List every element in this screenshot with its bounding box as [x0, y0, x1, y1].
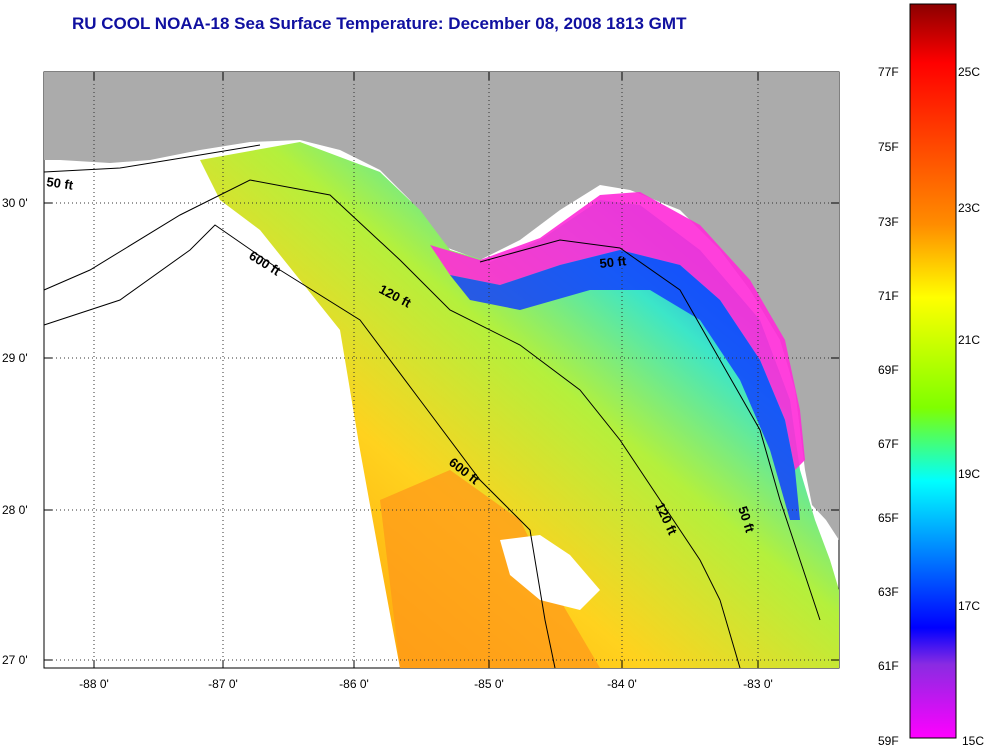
fahrenheit-label: 61F: [878, 659, 899, 673]
contour-50ft-west: [43, 144, 261, 173]
fahrenheit-label: 59F: [878, 734, 899, 748]
lon-tick-label: -87 0': [208, 677, 238, 691]
grid-lines: [44, 72, 839, 668]
fahrenheit-label: 67F: [878, 437, 899, 451]
fahrenheit-label: 71F: [878, 289, 899, 303]
fahrenheit-label: 63F: [878, 585, 899, 599]
fahrenheit-label: 69F: [878, 363, 899, 377]
fahrenheit-label: 65F: [878, 511, 899, 525]
nearshore-cold-band: [430, 192, 805, 470]
lat-tick-label: 28 0': [2, 503, 28, 517]
fahrenheit-label: 75F: [878, 140, 899, 154]
fahrenheit-label: 73F: [878, 215, 899, 229]
lon-tick-label: -86 0': [339, 677, 369, 691]
land-mass: [44, 72, 839, 540]
contour-label-50ft-west: 50 ft: [46, 174, 75, 193]
celsius-label: 15C: [962, 734, 984, 748]
contour-50ft-east: [479, 239, 821, 621]
contour-label-50ft-bigbend: 50 ft: [599, 253, 628, 271]
contour-120ft: [43, 179, 741, 669]
celsius-label: 17C: [958, 599, 980, 613]
blue-band: [450, 250, 800, 520]
lon-tick-label: -83 0': [743, 677, 773, 691]
contour-600ft: [43, 224, 556, 669]
color-scale-gradient: [909, 3, 957, 739]
depth-contours: [43, 144, 821, 669]
cloud-patch: [500, 535, 600, 610]
lon-tick-label: -88 0': [79, 677, 109, 691]
map-title: RU COOL NOAA-18 Sea Surface Temperature:…: [72, 14, 687, 33]
celsius-label: 21C: [958, 333, 980, 347]
celsius-label: 25C: [958, 65, 980, 79]
lon-tick-label: -84 0': [607, 677, 637, 691]
lon-tick-label: -85 0': [474, 677, 504, 691]
axis-ticks: [44, 72, 839, 668]
celsius-label: 19C: [958, 467, 980, 481]
lat-tick-label: 29 0': [2, 351, 28, 365]
fahrenheit-label: 77F: [878, 65, 899, 79]
celsius-label: 23C: [958, 201, 980, 215]
lat-tick-label: 30 0': [2, 196, 28, 210]
lat-tick-label: 27 0': [2, 653, 28, 667]
